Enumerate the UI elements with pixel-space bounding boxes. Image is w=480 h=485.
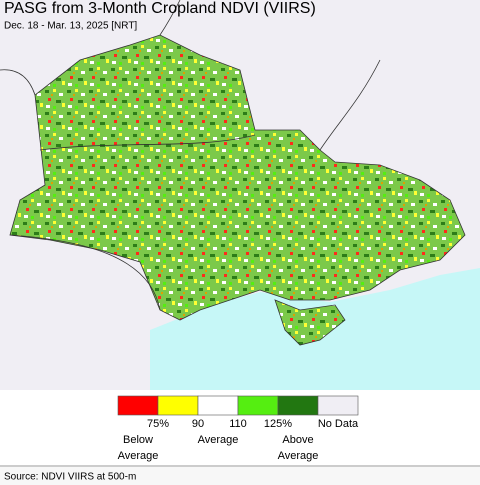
- legend-group-label: Average: [278, 450, 319, 462]
- legend-swatch: [317, 395, 359, 416]
- legend-tick-label: 125%: [264, 418, 292, 430]
- legend-swatch: [157, 395, 199, 416]
- legend-tick-label: 75%: [147, 418, 169, 430]
- crimea: [274, 299, 346, 346]
- legend: 75% 90 110 125% No Data Below Average Average Ab…: [117, 395, 359, 462]
- footer: [0, 467, 480, 485]
- legend-swatch: [277, 395, 319, 416]
- legend-group-label: Above: [282, 434, 313, 446]
- source: Source: NDVI VIIRS at 500-m: [4, 472, 136, 483]
- borders: [0, 0, 381, 311]
- title: PASG from 3-Month Cropland NDVI (VIIRS): [4, 0, 316, 17]
- legend-tick-label: No Data: [318, 418, 359, 430]
- legend-swatch: [197, 395, 239, 416]
- legend-group-label: Average: [118, 450, 159, 462]
- legend-swatch: [237, 395, 279, 416]
- legend-tick-label: 110: [229, 418, 247, 430]
- legend-swatch: [117, 395, 159, 416]
- legend-group-label: Below: [123, 434, 153, 446]
- legend-group-label: Average: [198, 434, 239, 446]
- cropland-region: [9, 34, 466, 321]
- subtitle: Dec. 18 - Mar. 13, 2025 [NRT]: [4, 21, 137, 32]
- legend-tick-label: 90: [192, 418, 204, 430]
